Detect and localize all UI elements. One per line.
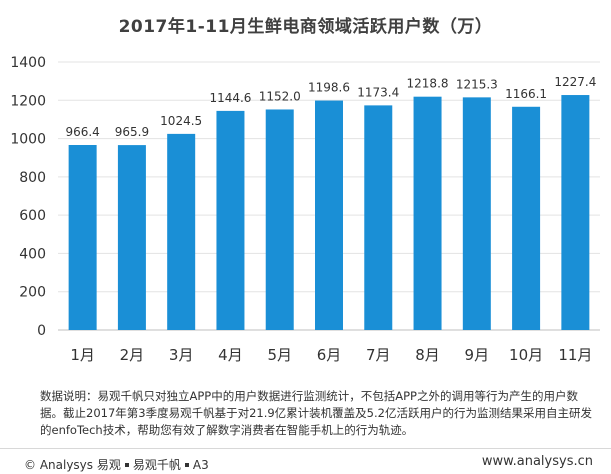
x-tick-label: 2月	[120, 346, 145, 364]
x-tick-label: 3月	[169, 346, 194, 364]
bar	[265, 109, 294, 330]
value-label: 1198.6	[308, 81, 350, 95]
product-name: 易观千帆	[132, 458, 181, 472]
bar	[512, 106, 541, 330]
bar	[216, 110, 245, 330]
bar	[315, 100, 343, 330]
x-tick-label: 6月	[317, 346, 342, 364]
value-label: 966.4	[65, 125, 99, 139]
footer-brand: © Analysys 易观 易观千帆 A3	[24, 456, 209, 473]
bar	[364, 105, 393, 330]
bar	[68, 145, 97, 330]
bar	[561, 95, 590, 330]
y-tick-label: 600	[19, 208, 46, 224]
data-note: 数据说明：易观千帆只对独立APP中的用户数据进行监测统计，不包括APP之外的调用…	[40, 389, 592, 437]
y-axis: 0 200 400 600 800 1000 1200 1400	[10, 55, 46, 339]
x-tick-label: 1月	[70, 346, 95, 364]
footer-divider	[0, 448, 611, 449]
y-tick-label: 400	[19, 246, 46, 262]
value-label: 965.9	[115, 125, 149, 139]
value-label: 1166.1	[505, 87, 547, 101]
x-tick-label: 4月	[218, 346, 243, 364]
value-label: 1173.4	[357, 85, 399, 99]
x-tick-label: 11月	[558, 346, 592, 364]
x-axis: 1月 2月 3月 4月 5月 6月 7月 8月 9月 10月 11月	[70, 346, 592, 364]
x-tick-label: 7月	[366, 346, 391, 364]
bar	[117, 145, 146, 330]
bar	[462, 97, 491, 330]
x-tick-label: 5月	[267, 346, 292, 364]
bar	[167, 133, 196, 330]
value-label: 1024.5	[160, 114, 202, 128]
y-tick-label: 1400	[10, 55, 46, 71]
x-tick-label: 8月	[415, 346, 440, 364]
y-tick-label: 0	[37, 323, 46, 339]
y-tick-label: 1200	[10, 93, 46, 109]
y-tick-label: 1000	[10, 132, 46, 148]
brand-name: Analysys 易观	[39, 458, 121, 472]
chart-title: 2017年1-11月生鲜电商领域活跃用户数（万）	[118, 17, 493, 37]
separator-dot	[124, 462, 129, 467]
value-label: 1152.0	[259, 89, 301, 103]
y-tick-label: 800	[19, 170, 46, 186]
bar	[413, 96, 442, 330]
copyright-symbol: ©	[24, 458, 36, 472]
bar-chart: 0 200 400 600 800 1000 1200 1400 966.4 965.9 1024…	[10, 55, 600, 364]
bars	[68, 95, 590, 330]
value-label: 1144.6	[209, 91, 251, 105]
value-label: 1218.8	[407, 77, 449, 91]
website-link[interactable]: www.analysys.cn	[481, 454, 593, 469]
value-label: 1227.4	[554, 75, 596, 89]
x-tick-label: 9月	[465, 346, 490, 364]
x-tick-label: 10月	[509, 346, 543, 364]
y-tick-label: 200	[19, 285, 46, 301]
value-label: 1215.3	[456, 77, 498, 91]
separator-dot	[184, 462, 189, 467]
page-code: A3	[192, 458, 209, 472]
value-labels: 966.4 965.9 1024.5 1144.6 1152.0 1198.6 1173.4…	[65, 75, 596, 139]
